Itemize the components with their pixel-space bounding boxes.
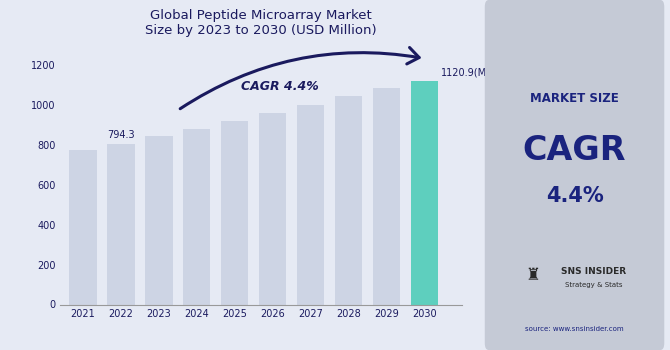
Bar [411, 81, 438, 304]
FancyBboxPatch shape [485, 0, 664, 350]
Text: 4.4%: 4.4% [545, 186, 604, 206]
Bar [297, 105, 324, 304]
Text: CAGR: CAGR [523, 134, 626, 167]
Text: CAGR 4.4%: CAGR 4.4% [241, 80, 319, 93]
Text: Strategy & Stats: Strategy & Stats [565, 282, 622, 288]
Text: 794.3: 794.3 [107, 130, 135, 140]
Bar [107, 144, 135, 304]
Text: MARKET SIZE: MARKET SIZE [530, 91, 619, 105]
Text: ♜: ♜ [525, 266, 540, 284]
Bar [145, 136, 173, 304]
Bar [373, 88, 400, 304]
Text: 1120.9(MN): 1120.9(MN) [442, 67, 498, 77]
Bar [335, 96, 362, 304]
FancyArrowPatch shape [180, 48, 419, 109]
Bar [70, 150, 96, 304]
Bar [183, 129, 210, 304]
Title: Global Peptide Microarray Market
Size by 2023 to 2030 (USD Million): Global Peptide Microarray Market Size by… [145, 9, 377, 37]
Bar [221, 121, 249, 304]
Text: source: www.snsinsider.com: source: www.snsinsider.com [525, 326, 624, 332]
Text: SNS INSIDER: SNS INSIDER [561, 267, 626, 276]
Bar [259, 113, 286, 304]
